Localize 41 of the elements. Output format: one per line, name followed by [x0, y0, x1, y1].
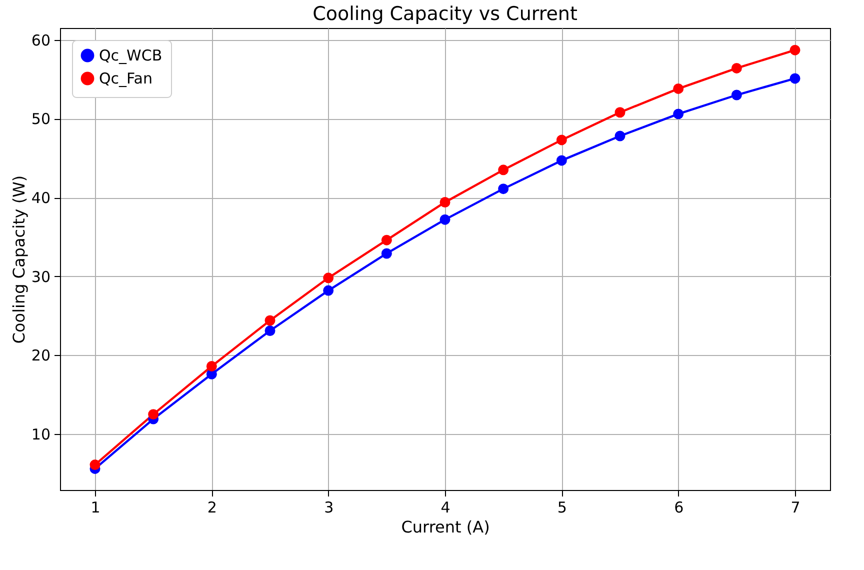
point	[323, 272, 334, 284]
x-tick-label: 1	[90, 498, 100, 516]
y-axis-title: Cooling Capacity (W)	[9, 175, 28, 344]
y-tick-label: 40	[31, 189, 50, 208]
point	[556, 134, 567, 146]
y-tick-label: 10	[31, 426, 50, 444]
legend-label: Qc_Fan	[99, 70, 153, 88]
x-tick-label: 5	[557, 498, 567, 516]
point	[206, 360, 217, 372]
point	[673, 83, 684, 94]
point	[264, 315, 276, 326]
y-tick-label: 60	[31, 31, 50, 50]
point	[498, 164, 509, 176]
point	[498, 184, 509, 194]
point	[90, 460, 100, 470]
x-tick-label: 2	[207, 498, 217, 516]
point	[673, 108, 684, 120]
legend-label: Qc_WCB	[99, 46, 162, 64]
point	[323, 285, 334, 296]
y-tick-label: 50	[31, 110, 50, 128]
point	[790, 73, 800, 84]
point	[440, 197, 450, 208]
y-tick-label: 30	[31, 268, 50, 286]
chart-title: Cooling Capacity vs Current	[312, 3, 578, 25]
x-tick-label: 7	[790, 498, 800, 516]
point	[556, 155, 567, 166]
x-tick-label: 3	[324, 498, 334, 516]
x-tick-label: 6	[674, 498, 684, 516]
point	[790, 44, 800, 56]
x-axis-title: Current (A)	[401, 518, 490, 536]
point	[731, 62, 742, 74]
point	[614, 130, 626, 142]
point	[614, 107, 626, 118]
point	[731, 90, 742, 100]
y-tick-label: 20	[31, 346, 50, 365]
point	[381, 234, 392, 246]
point	[440, 214, 450, 225]
point	[264, 326, 276, 336]
point	[148, 409, 159, 420]
x-tick-label: 4	[440, 498, 450, 516]
point	[381, 248, 392, 259]
